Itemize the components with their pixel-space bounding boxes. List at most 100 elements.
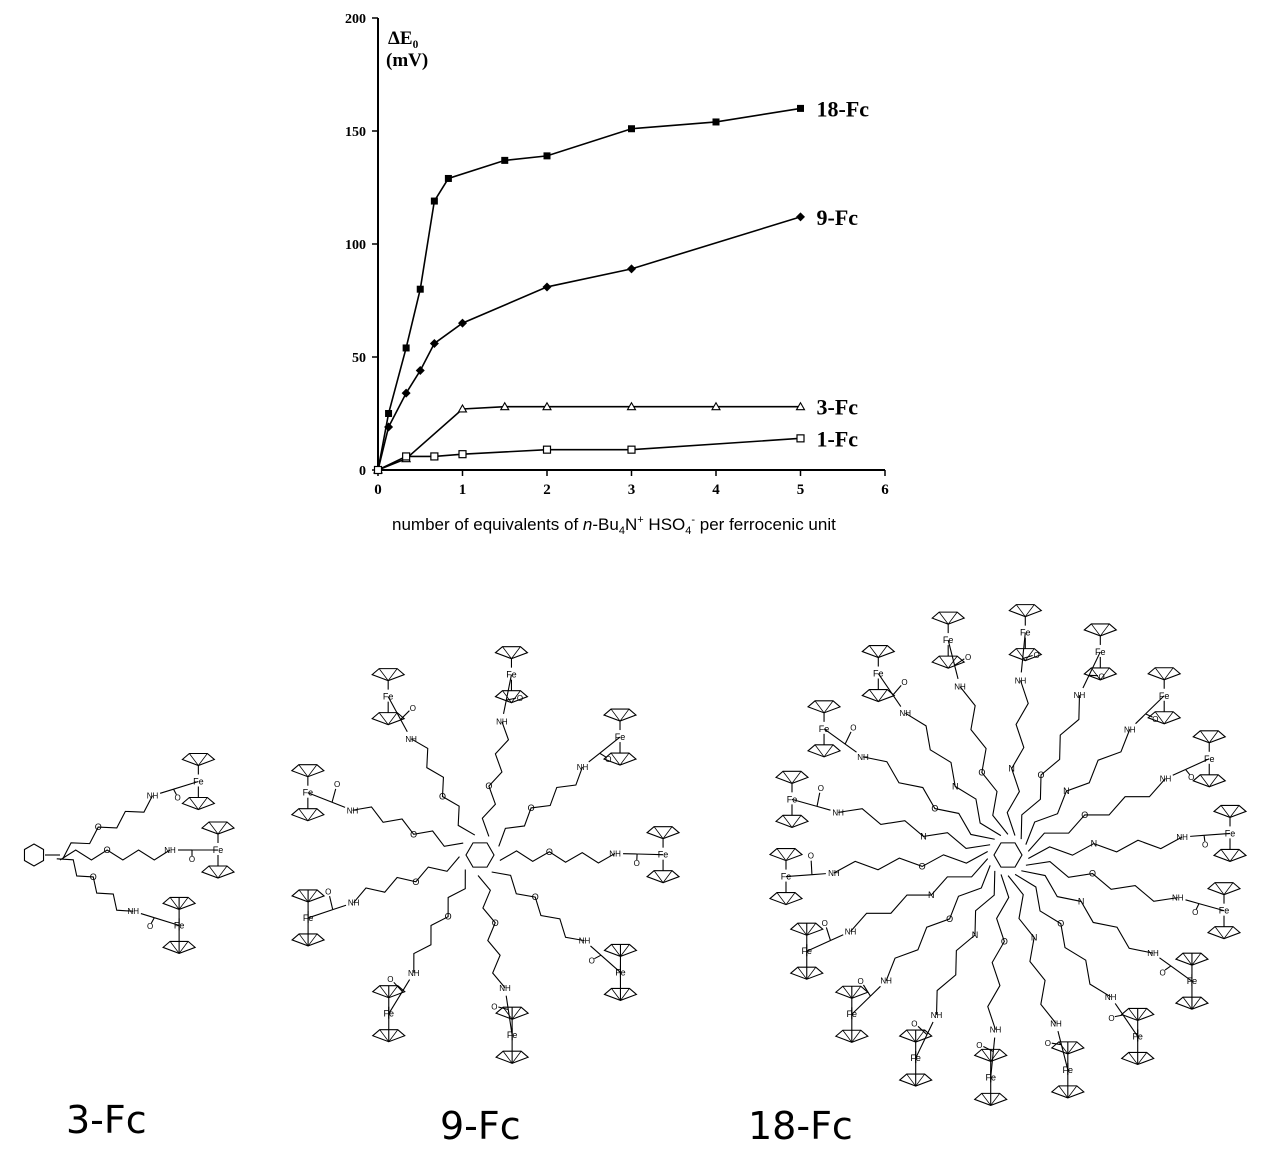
cp-ring [789, 966, 824, 980]
x-tick-label: 1 [459, 482, 467, 498]
cp-ring-inner [378, 712, 398, 726]
ferrocene-unit: Fe [200, 821, 236, 879]
data-point [543, 152, 551, 160]
nh-label: NH [347, 806, 359, 815]
cp-ring-inner [1015, 648, 1035, 662]
chain-bonds [838, 808, 991, 849]
x-tick-label: 5 [797, 482, 805, 498]
chain-bonds [905, 712, 1002, 837]
bond [1082, 675, 1090, 689]
cp-ring-inner [189, 797, 208, 811]
bond [1114, 1003, 1124, 1016]
nh-label: NH [147, 792, 159, 801]
bond [806, 940, 831, 952]
arm-chain: O NH [405, 735, 476, 836]
chain-bonds [56, 858, 134, 912]
nh-label: NH [931, 1011, 943, 1020]
bond [1159, 957, 1172, 967]
ferrocene-unit: Fe [1212, 804, 1248, 863]
nh-label: NH [845, 927, 857, 936]
axes [372, 17, 886, 476]
bond [954, 665, 959, 680]
ferrocene-unit: Fe [646, 826, 681, 884]
arm-chain: O NH [481, 718, 510, 837]
ferrocene-unit: Fe [1206, 882, 1242, 940]
bond [811, 873, 826, 876]
bond [791, 798, 818, 807]
series-3-fc: 3-Fc [373, 395, 859, 474]
x-axis-label-part: 4 [685, 525, 691, 537]
data-point [430, 197, 438, 205]
bond [590, 945, 602, 956]
cp-ring [200, 865, 236, 879]
nh-label: NH [577, 763, 589, 772]
o-label: O [1089, 869, 1096, 879]
cp-ring [495, 1006, 530, 1020]
cp-ring [1050, 1041, 1085, 1055]
chain-bonds [353, 856, 460, 904]
data-point [373, 465, 383, 475]
o-label: O [818, 784, 824, 793]
cp-ring-inner [981, 1093, 1001, 1107]
bond [307, 909, 333, 919]
bond [400, 710, 410, 720]
arm-chain: O NH [491, 871, 590, 946]
cp-ring-inner [169, 941, 189, 955]
series-label: 18-Fc [817, 96, 870, 121]
cp-ring-inner [868, 689, 888, 703]
series-label: 3-Fc [817, 395, 859, 420]
cp-ring [291, 889, 326, 903]
cp-ring [861, 688, 896, 703]
cp-ring [494, 646, 529, 660]
fe-label: Fe [787, 794, 798, 804]
n-label: N [1063, 786, 1070, 796]
fe-label: Fe [193, 776, 204, 786]
chain-bonds [1007, 875, 1057, 1024]
data-point [795, 401, 806, 411]
bond [505, 674, 512, 701]
o-label: O [850, 724, 856, 733]
bond [1145, 695, 1165, 715]
x-axis-label-part: + [637, 514, 643, 526]
y-tick-label: 100 [345, 238, 366, 253]
ferrocene-unit: Fe [834, 985, 869, 1043]
x-tick-label: 3 [628, 482, 636, 498]
structure-label-3fc: 3-Fc [66, 1098, 147, 1142]
cp-ring [768, 892, 804, 906]
cp-ring-inner [1199, 730, 1219, 744]
cp-ring [1050, 1085, 1085, 1099]
ferrocene-unit: Fe [1050, 1041, 1085, 1099]
arm-chain: N NH [1021, 870, 1159, 958]
o-label: O [410, 829, 417, 839]
data-point [628, 125, 635, 133]
bond [825, 927, 831, 941]
data-point [401, 388, 411, 398]
cp-ring [291, 933, 326, 947]
cp-ring-inner [502, 690, 521, 704]
cp-ring [1008, 648, 1043, 662]
y-tick-label: 0 [359, 464, 366, 479]
arm-chain: N NH [931, 870, 996, 1020]
arm-chain: N NH [832, 808, 991, 849]
cp-ring [181, 752, 216, 767]
chain-bonds [885, 865, 991, 981]
x-axis-label-part: number of equivalents of [392, 515, 583, 534]
cp-ring [973, 1048, 1008, 1062]
cp-ring [290, 808, 325, 822]
nh-label: NH [405, 735, 417, 744]
arm-chain: N NH [900, 709, 1002, 837]
chain-bonds [1025, 729, 1131, 845]
chain-bonds [1006, 680, 1029, 836]
cp-ring [1120, 1051, 1155, 1066]
bond [810, 860, 813, 875]
arm-chain: O NH [987, 874, 1010, 1035]
cp-ring [861, 644, 896, 659]
cp-ring-inner [502, 646, 521, 660]
arm-chain: N NH [845, 858, 989, 936]
bond [1060, 1044, 1069, 1071]
cp-ring [371, 985, 406, 999]
cp-ring-inner [1128, 1052, 1148, 1066]
cp-ring-inner [1090, 623, 1110, 637]
cp-ring [1083, 623, 1118, 637]
